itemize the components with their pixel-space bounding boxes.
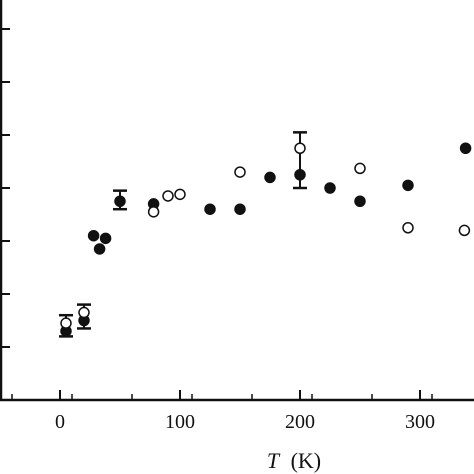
open-data-point bbox=[354, 162, 366, 175]
axes bbox=[0, 0, 474, 402]
filled-data-point bbox=[99, 232, 112, 245]
open-data-point bbox=[234, 166, 246, 178]
x-tick-labels: 0 100 200 300 bbox=[55, 411, 435, 433]
filled-data-point bbox=[294, 169, 306, 181]
filled-data-point bbox=[114, 195, 126, 207]
x-axis-title: T (K) bbox=[267, 448, 321, 473]
x-axis-title-symbol: T bbox=[267, 448, 281, 473]
open-data-point bbox=[147, 206, 160, 218]
x-tick-label: 100 bbox=[165, 411, 195, 433]
x-tick-label: 300 bbox=[405, 411, 435, 433]
filled-data-point bbox=[459, 142, 472, 154]
open-data-point bbox=[458, 224, 471, 237]
filled-data-point bbox=[354, 195, 366, 207]
open-data-point bbox=[162, 190, 174, 202]
open-data-point bbox=[60, 317, 72, 329]
open-data-point bbox=[294, 142, 306, 154]
open-data-point bbox=[78, 306, 90, 319]
filled-data-point bbox=[87, 229, 100, 242]
filled-data-point bbox=[93, 243, 106, 255]
filled-data-point bbox=[264, 171, 276, 184]
x-tick-label: 0 bbox=[55, 411, 65, 433]
open-data-point bbox=[402, 222, 414, 234]
data-points bbox=[60, 142, 472, 337]
x-axis-title-unit: (K) bbox=[291, 448, 322, 473]
filled-data-point bbox=[234, 203, 246, 215]
open-data-point bbox=[174, 188, 186, 201]
filled-data-point bbox=[204, 203, 216, 215]
filled-data-point bbox=[402, 179, 414, 192]
filled-data-point bbox=[324, 182, 336, 194]
x-tick-label: 200 bbox=[285, 411, 315, 433]
